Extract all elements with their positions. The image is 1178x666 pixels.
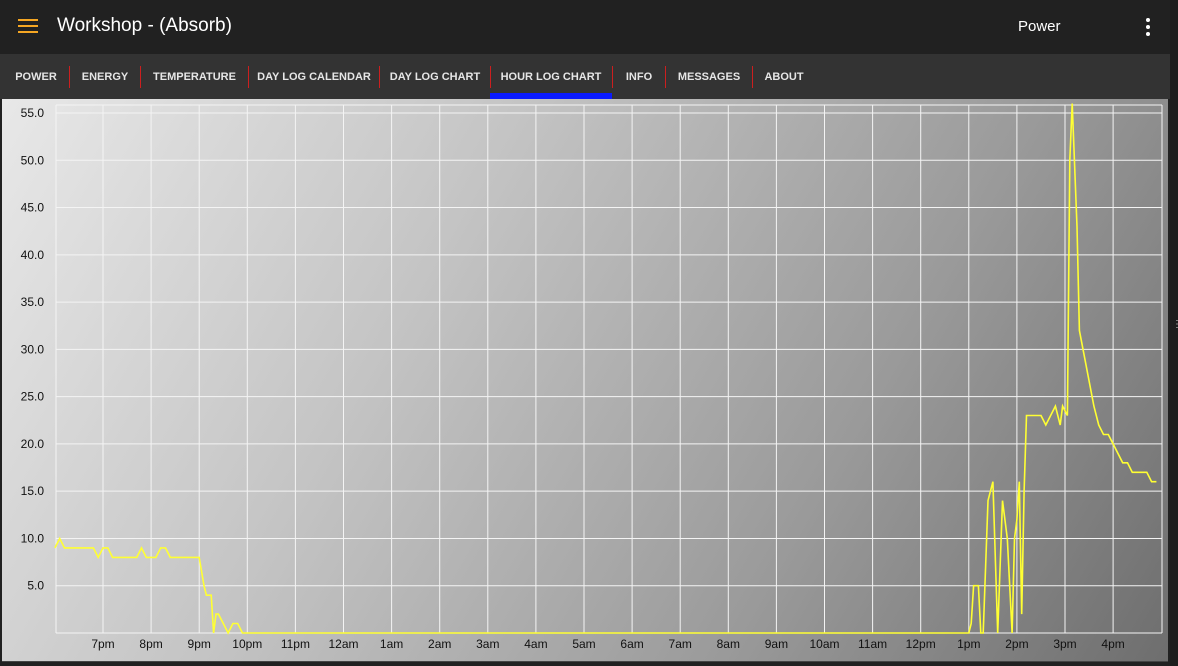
y-tick-label: 30.0 [21, 342, 45, 356]
x-tick-label: 7am [669, 637, 692, 651]
x-tick-label: 10am [809, 637, 839, 651]
x-tick-label: 8pm [139, 637, 162, 651]
tab-about[interactable]: ABOUT [764, 70, 804, 83]
y-tick-label: 20.0 [21, 437, 45, 451]
top-app-bar: Workshop - (Absorb) Power [0, 0, 1170, 54]
tab-separator [752, 66, 753, 88]
x-tick-label: 12pm [906, 637, 936, 651]
power-series-line [54, 103, 1157, 635]
y-tick-label: 55.0 [21, 106, 45, 120]
tab-separator [69, 66, 70, 88]
x-tick-label: 11pm [281, 637, 310, 651]
x-tick-label: 1pm [957, 637, 980, 651]
x-tick-label: 5am [572, 637, 595, 651]
x-tick-label: 8am [717, 637, 740, 651]
tab-info[interactable]: INFO [625, 70, 653, 83]
hamburger-menu-icon[interactable] [18, 18, 38, 34]
y-tick-label: 45.0 [21, 201, 45, 215]
side-handle[interactable]: ⋮ [1172, 319, 1178, 330]
tab-messages[interactable]: MESSAGES [677, 70, 741, 83]
x-tick-label: 10pm [232, 637, 262, 651]
x-tick-label: 3am [476, 637, 499, 651]
x-tick-label: 9am [765, 637, 788, 651]
x-tick-label: 2pm [1005, 637, 1028, 651]
tab-separator [248, 66, 249, 88]
tab-day-log-calendar[interactable]: DAY LOG CALENDAR [257, 70, 371, 83]
x-tick-label: 4pm [1101, 637, 1124, 651]
x-tick-label: 1am [380, 637, 403, 651]
power-label[interactable]: Power [1018, 18, 1061, 35]
tab-separator [490, 66, 491, 88]
tab-separator [612, 66, 613, 88]
tab-separator [665, 66, 666, 88]
y-axis-ticks: 5.0 10.0 15.0 20.0 25.0 30.0 35.0 40.0 45.0 50.0 5… [21, 106, 45, 593]
y-tick-label: 10.0 [21, 531, 45, 545]
tab-energy[interactable]: ENERGY [81, 70, 129, 83]
x-tick-label: 6am [620, 637, 643, 651]
tab-temperature[interactable]: TEMPERATURE [153, 70, 236, 83]
tab-hour-log-chart[interactable]: HOUR LOG CHART [490, 54, 612, 99]
x-tick-label: 2am [428, 637, 451, 651]
tab-day-log-chart[interactable]: DAY LOG CHART [389, 70, 481, 83]
x-tick-label: 11am [858, 637, 887, 651]
x-axis-ticks: 7pm 8pm 9pm 10pm 11pm 12am 1am 2am 3am 4am 5am 6am 7… [91, 637, 1124, 651]
chart-grid [55, 104, 1163, 634]
y-tick-label: 25.0 [21, 390, 45, 404]
hour-log-chart-svg: 5.0 10.0 15.0 20.0 25.0 30.0 35.0 40.0 45.0 50.0 5… [21, 103, 1163, 651]
x-tick-label: 3pm [1053, 637, 1076, 651]
y-tick-label: 35.0 [21, 295, 45, 309]
y-tick-label: 50.0 [21, 153, 45, 167]
tab-bar: POWER ENERGY TEMPERATURE DAY LOG CALENDA… [0, 54, 1170, 99]
hour-log-chart: 5.0 10.0 15.0 20.0 25.0 30.0 35.0 40.0 45.0 50.0 5… [2, 99, 1168, 662]
x-tick-label: 9pm [188, 637, 211, 651]
y-tick-label: 15.0 [21, 484, 45, 498]
x-tick-label: 7pm [91, 637, 114, 651]
tab-separator [140, 66, 141, 88]
y-tick-label: 40.0 [21, 248, 45, 262]
x-tick-label: 4am [524, 637, 547, 651]
page-title: Workshop - (Absorb) [57, 15, 232, 36]
tab-power[interactable]: POWER [15, 70, 57, 83]
y-tick-label: 5.0 [27, 579, 44, 593]
x-tick-label: 12am [328, 637, 358, 651]
tab-separator [379, 66, 380, 88]
more-vertical-icon[interactable] [1140, 17, 1154, 37]
